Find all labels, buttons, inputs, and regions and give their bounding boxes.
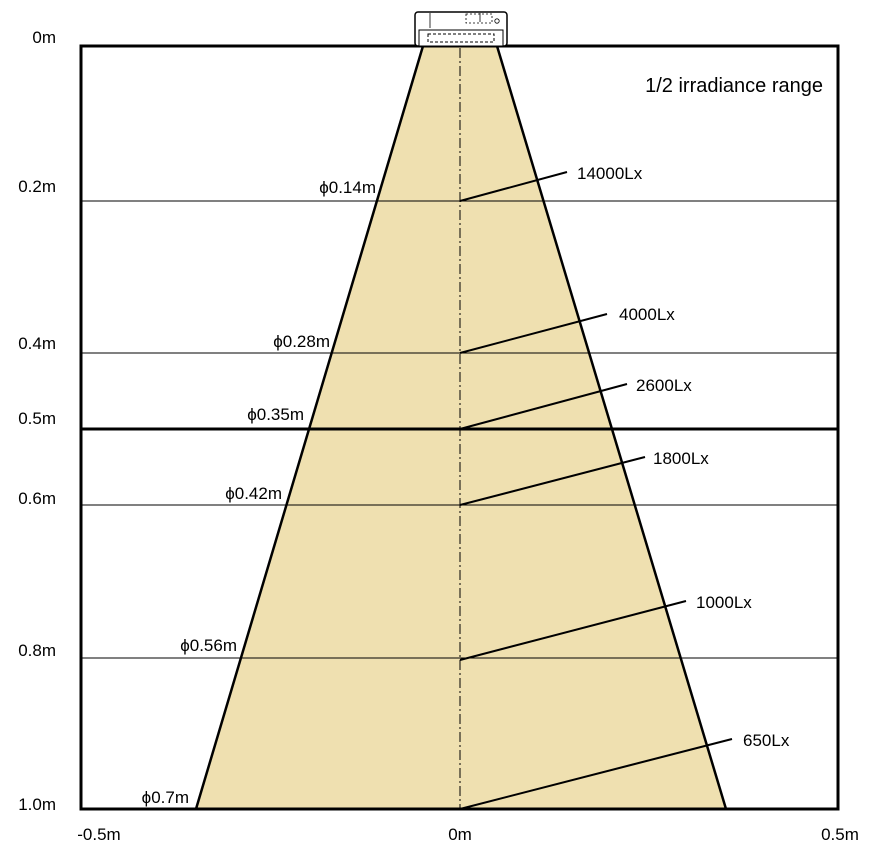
distance-label-0m: 0m	[32, 28, 56, 47]
diameter-label-0.14m: ϕ0.14m	[319, 178, 376, 197]
sensor-device-icon	[414, 11, 508, 47]
illuminance-label-4000lx: 4000Lx	[619, 305, 675, 324]
distance-label-0.8m: 0.8m	[18, 641, 56, 660]
diameter-label-0.35m: ϕ0.35m	[247, 405, 304, 424]
width-label-minus-0.5m: -0.5m	[77, 825, 120, 844]
leader-line-1800lx	[459, 456, 646, 506]
leader-line-4000lx	[459, 313, 608, 354]
illuminance-label-1000lx: 1000Lx	[696, 593, 752, 612]
illuminance-label-1800lx: 1800Lx	[653, 449, 709, 468]
leader-line-2600lx	[459, 383, 628, 430]
illuminance-label-650lx: 650Lx	[743, 731, 790, 750]
illuminance-label-14000lx: 14000Lx	[577, 164, 643, 183]
diameter-label-0.7m: ϕ0.7m	[142, 788, 189, 807]
leader-line-650lx	[459, 738, 733, 810]
diameter-label-0.42m: ϕ0.42m	[225, 484, 282, 503]
distance-label-0.2m: 0.2m	[18, 177, 56, 196]
distance-label-0.6m: 0.6m	[18, 489, 56, 508]
diameter-label-0.56m: ϕ0.56m	[180, 636, 237, 655]
leader-line-1000lx	[459, 600, 687, 661]
distance-label-0.4m: 0.4m	[18, 334, 56, 353]
diameter-label-0.28m: ϕ0.28m	[273, 332, 330, 351]
width-label-0.5m: 0.5m	[821, 825, 859, 844]
leader-line-14000lx	[459, 171, 568, 202]
distance-label-0.5m: 0.5m	[18, 409, 56, 428]
illuminance-label-2600lx: 2600Lx	[636, 376, 692, 395]
distance-label-1.0m: 1.0m	[18, 795, 56, 814]
diagram-title: 1/2 irradiance range	[645, 75, 823, 97]
width-label-0m: 0m	[448, 825, 472, 844]
